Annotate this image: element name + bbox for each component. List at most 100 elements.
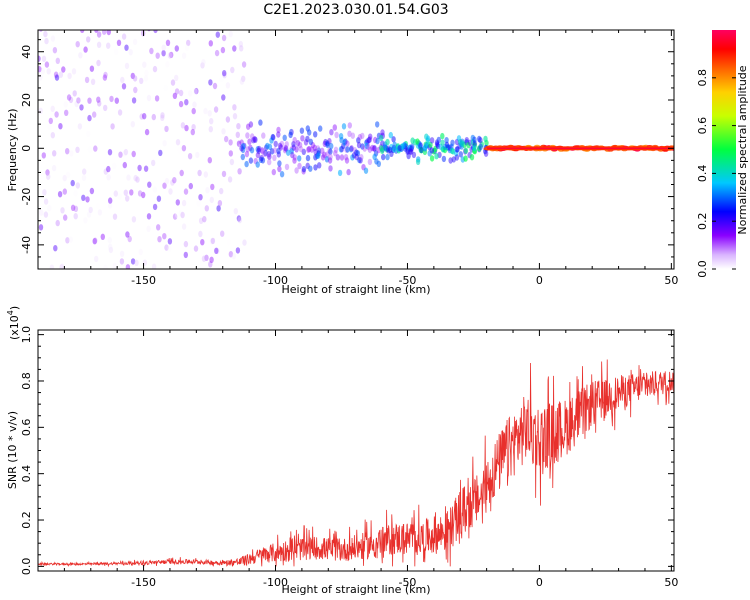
spectrogram-cell [214,49,220,57]
spectrogram-cell [123,148,129,156]
spectrogram-cell [279,140,285,148]
spectrogram-cell [332,124,337,131]
spectrogram-cell [141,191,146,199]
spectrogram-cell [89,65,95,72]
spectrogram-cell [212,82,218,90]
spectrogram-cell [152,186,158,193]
spectrogram-cell [329,129,334,136]
spectrogram-cell [112,162,117,170]
spectrogram-cell [346,168,351,176]
spectrogram-cell [38,66,42,73]
spectrogram-cell [114,48,119,55]
spectrogram-cell [359,154,364,161]
spectrogram-cell [57,191,63,198]
spectrogram-cell [133,86,138,94]
spectrogram-cell [96,31,102,38]
spectrogram-cell [205,187,210,194]
spectrogram-cell [220,230,225,237]
spectrogram-cell [86,36,91,43]
spectrogram-cell [301,148,306,155]
colorbar-tick-label: 0.2 [696,212,709,230]
spectrogram-cell [38,30,43,32]
spectrogram-cell [298,145,304,153]
spectrogram-cell [162,182,167,189]
spectrogram-cell [198,230,203,238]
spectrogram-cell [301,166,307,173]
spectrogram-cell [320,147,325,154]
spectrogram-cell [160,112,165,119]
spectrogram-cell [102,153,107,161]
spectrogram-panel: -150 -100 -50 0 50 -40 -20 0 20 40 Height of str… [6,29,678,296]
spectrogram-cell [356,141,362,149]
spectrogram-cell [306,146,311,153]
spectrogram-cell [337,169,343,177]
spectrogram-cell [175,211,180,219]
spectrogram-cell [350,132,355,139]
spectrogram-cell [332,124,337,131]
spectrogram-cell [93,237,98,244]
spectrogram-cell [187,153,193,160]
spectrogram-cell [50,105,55,113]
spectrogram-cell [93,145,98,152]
spectrogram-cell [248,157,254,164]
spectrogram-cell [472,145,477,152]
spectrogram-cell [102,74,108,81]
spectrogram-cell [100,233,106,240]
spectrogram-frame [37,29,675,270]
spectrogram-cell [282,134,287,141]
spectrogram-cell [483,150,489,157]
spectrogram-cell [179,169,184,177]
spectrogram-cell [68,96,74,104]
spectrogram-cell [391,136,396,143]
spectrogram-cell [40,67,46,75]
colorbar-gradient [712,30,736,269]
spectrogram-cell [132,75,138,82]
spectrogram-cell [478,143,483,150]
spectrogram-cell [276,131,281,138]
spectrogram-cell [271,168,276,176]
snr-multiplier-exp: 4 [6,310,15,315]
spectrogram-cell [367,146,373,153]
spectrogram-cell [272,154,277,161]
spectrogram-cell [367,158,373,166]
spectrogram-cell [191,124,196,131]
spectrogram-cell [54,74,60,81]
spectrogram-cell [165,60,170,68]
spectrogram-cell [342,139,347,146]
spectrogram-cell [284,141,289,148]
spectrogram-cell [279,171,285,178]
spectrogram-cell [102,30,107,35]
spectrogram-cell [192,236,197,243]
spectrogram-cell [411,151,417,159]
spectrogram-cell [180,122,186,129]
spectrogram-cell [315,145,321,152]
spectrogram-cell [213,60,218,67]
spectrogram-cell [107,202,113,209]
spectrogram-cell [255,161,260,168]
spectrogram-cell [116,39,122,46]
svg-text:(x104): (x104) [6,306,21,340]
spectrogram-cell [87,114,92,122]
x-tick-label: 0 [536,576,543,589]
spectrogram-cell [339,154,345,161]
spectrogram-cell [129,189,134,196]
spectrogram-cell [59,263,65,269]
spectrogram-cell [43,30,48,38]
spectrogram-cell [178,100,184,108]
spectrogram-cell [174,45,179,52]
spectrogram-cell [96,96,101,103]
spectrogram-cell [252,136,257,143]
spectrogram-cell [428,141,433,149]
spectrogram-cell [85,196,90,203]
spectrogram-cell [419,146,424,154]
spectrogram-cell [408,148,414,155]
spectrogram-cell [157,236,162,243]
spectrogram-cell [231,253,236,260]
spectrogram-cell [257,145,262,153]
spectrogram-cell [174,74,179,82]
spectrogram-cell [221,128,226,135]
spectrogram-cell [221,34,227,42]
spectrogram-cell [123,189,128,196]
spectrogram-cell [299,127,305,134]
spectrogram-cell [344,157,350,164]
